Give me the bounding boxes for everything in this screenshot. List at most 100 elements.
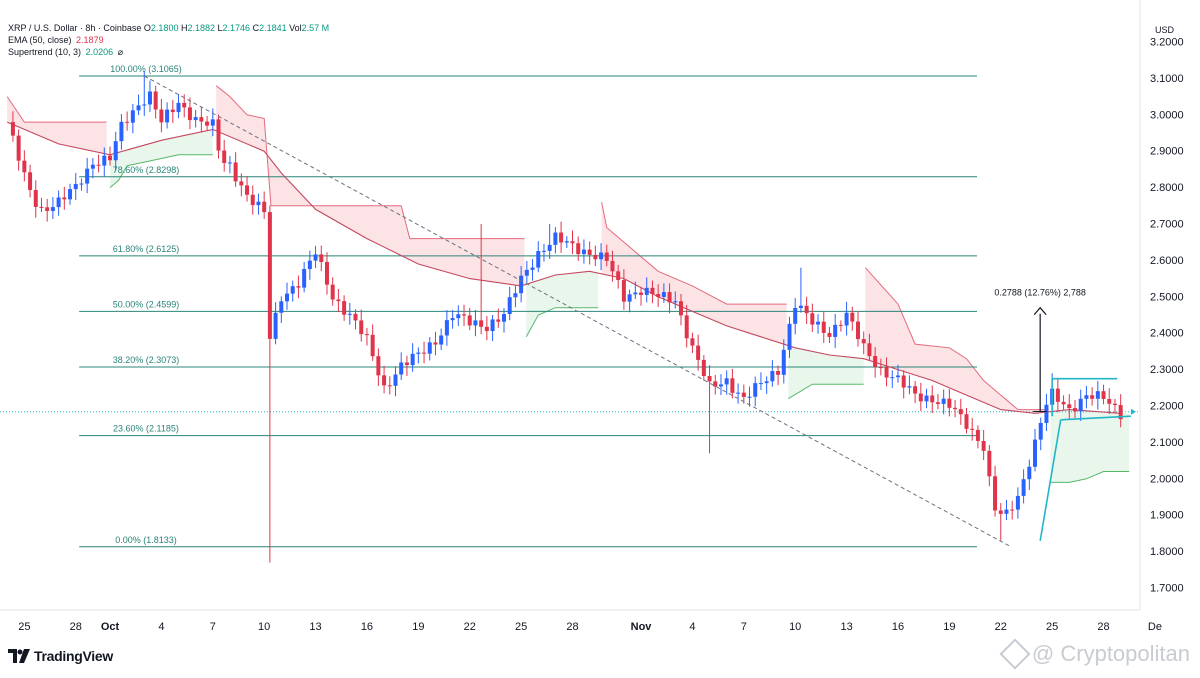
candle-body[interactable] [427,342,432,354]
candle-body[interactable] [1055,388,1060,402]
candle-body[interactable] [176,102,181,113]
candle-body[interactable] [399,362,404,375]
candle-body[interactable] [28,172,33,190]
candle-body[interactable] [627,294,632,302]
candle-body[interactable] [153,91,158,110]
flagpole-line[interactable] [1039,419,1062,541]
ema-row[interactable]: EMA (50, close) 2.1879 [8,34,329,46]
candle-body[interactable] [804,305,809,314]
candle-body[interactable] [165,109,170,123]
candle-body[interactable] [844,312,849,326]
candle-body[interactable] [364,334,369,336]
candle-body[interactable] [593,254,598,260]
candle-body[interactable] [667,292,672,303]
candle-body[interactable] [741,392,746,397]
candle-body[interactable] [56,197,61,208]
candle-body[interactable] [816,321,821,325]
candle-body[interactable] [1112,403,1117,406]
candle-body[interactable] [313,254,318,261]
candle-body[interactable] [867,343,872,357]
candle-body[interactable] [245,185,250,195]
candle-body[interactable] [456,314,461,319]
candle-body[interactable] [108,155,112,161]
candle-body[interactable] [993,476,998,511]
candle-body[interactable] [975,429,980,441]
candle-body[interactable] [576,243,581,255]
candle-body[interactable] [210,119,215,126]
candle-body[interactable] [793,307,798,324]
candle-body[interactable] [901,375,906,388]
candle-body[interactable] [513,293,518,298]
candle-body[interactable] [553,232,558,245]
candle-body[interactable] [90,164,95,169]
candle-body[interactable] [490,319,495,332]
candle-body[interactable] [33,189,38,207]
candle-body[interactable] [730,378,735,393]
candle-body[interactable] [884,367,889,378]
candle-body[interactable] [736,392,741,394]
candle-body[interactable] [267,212,272,339]
candle-body[interactable] [416,352,421,354]
candle-body[interactable] [907,386,912,388]
candle-body[interactable] [1078,398,1083,412]
candle-body[interactable] [450,318,455,321]
candle-body[interactable] [616,271,621,281]
candle-body[interactable] [1010,509,1015,511]
candle-body[interactable] [1101,391,1106,399]
candle-body[interactable] [895,375,900,378]
candle-body[interactable] [444,320,449,336]
candle-body[interactable] [1027,466,1032,480]
candle-body[interactable] [924,395,929,402]
candle-body[interactable] [787,323,792,350]
candle-body[interactable] [890,377,895,379]
candle-body[interactable] [199,117,204,122]
candle-body[interactable] [393,374,398,386]
candle-body[interactable] [541,250,546,252]
candle-body[interactable] [536,251,541,268]
candle-body[interactable] [981,440,986,451]
candle-body[interactable] [930,395,935,403]
candle-body[interactable] [273,312,278,339]
candle-body[interactable] [353,313,358,321]
candle-body[interactable] [724,378,729,385]
candle-body[interactable] [376,356,381,376]
candle-body[interactable] [79,183,84,185]
candle-body[interactable] [713,381,718,387]
candle-body[interactable] [1015,495,1020,510]
candle-body[interactable] [718,384,723,387]
candle-body[interactable] [524,269,529,276]
candle-body[interactable] [684,315,689,339]
candle-body[interactable] [639,292,644,295]
dashed-trendline[interactable] [144,75,1012,548]
candle-body[interactable] [707,375,712,382]
candle-body[interactable] [1061,401,1066,405]
candle-body[interactable] [22,160,27,173]
candle-body[interactable] [661,292,666,297]
candle-body[interactable] [359,320,364,335]
candle-body[interactable] [941,398,946,404]
candle-body[interactable] [970,428,975,430]
candle-body[interactable] [519,275,524,294]
candle-body[interactable] [679,301,683,316]
candle-body[interactable] [290,286,295,294]
candle-body[interactable] [404,362,409,366]
candle-body[interactable] [918,393,923,402]
candle-body[interactable] [1033,439,1038,467]
candle-body[interactable] [302,269,307,288]
candle-body[interactable] [250,194,255,206]
supertrend-row[interactable]: Supertrend (10, 3) 2.0206 ⌀ [8,46,329,58]
candle-body[interactable] [650,287,655,294]
candle-body[interactable] [501,314,506,322]
candle-body[interactable] [147,91,152,105]
candle-body[interactable] [387,385,392,387]
candle-body[interactable] [479,320,484,327]
candle-body[interactable] [776,371,781,375]
candle-body[interactable] [1107,398,1112,404]
candle-body[interactable] [599,252,604,260]
candle-body[interactable] [770,371,775,382]
candle-body[interactable] [73,183,78,190]
candle-body[interactable] [205,121,210,126]
candle-body[interactable] [39,206,44,208]
candle-body[interactable] [96,164,101,166]
candle-body[interactable] [873,356,878,368]
